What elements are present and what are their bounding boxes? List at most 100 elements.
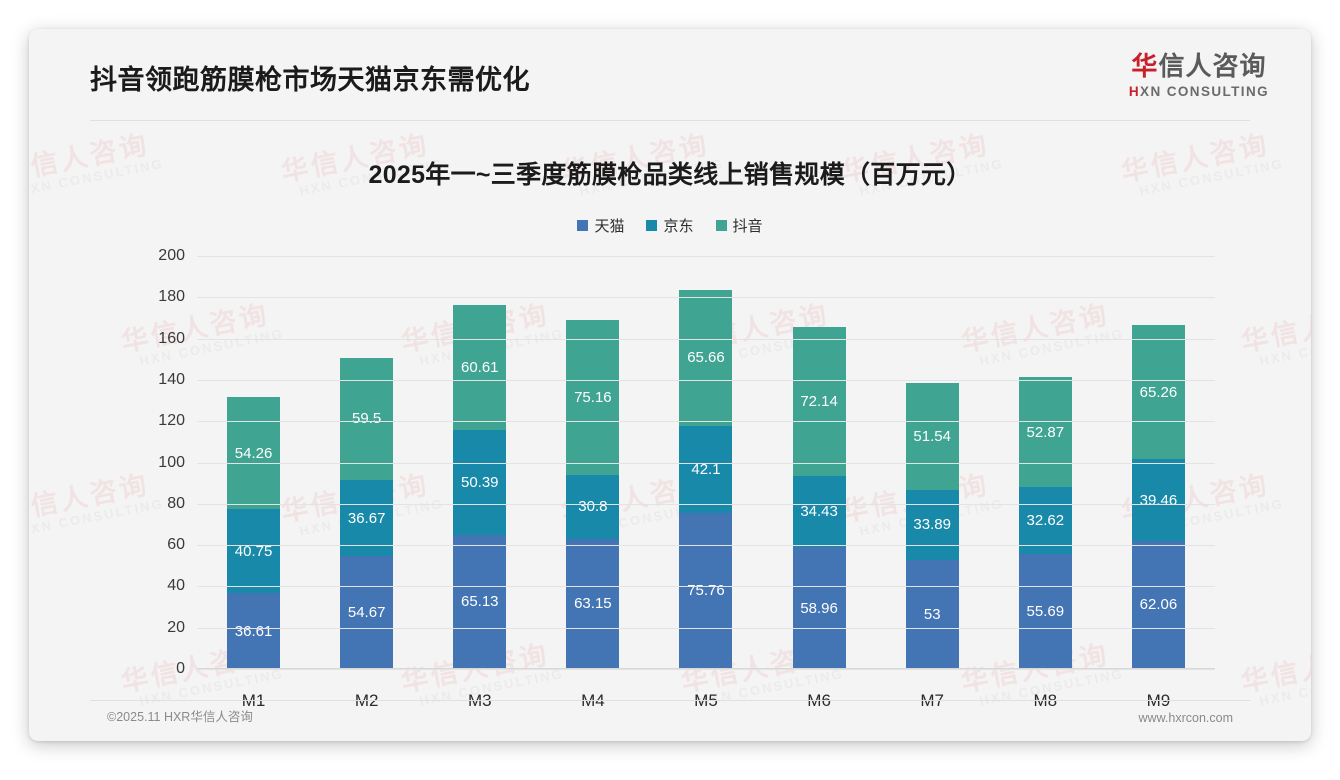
x-axis-tick-label: M9 (1146, 691, 1171, 710)
bar-segment-抖音[interactable]: 72.14 (792, 327, 846, 477)
bar-value-label: 62.06 (1139, 596, 1178, 614)
bar-value-label: 60.61 (460, 359, 499, 377)
bar-stack: 62.06 39.46 65.26 (1131, 324, 1185, 669)
footer-divider (90, 700, 1250, 701)
bar-group[interactable]: 63.15 30.8 75.16 M4 (536, 256, 649, 710)
chart-title: 2025年一~三季度筋膜枪品类线上销售规模（百万元） (368, 161, 972, 189)
y-gridline: 180 (158, 288, 1215, 305)
bar-segment-京东[interactable]: 39.46 (1131, 459, 1185, 541)
bar-value-label: 50.39 (460, 473, 499, 491)
bar-segment-天猫[interactable]: 36.61 (227, 593, 281, 669)
bar-stack: 55.69 32.62 52.87 (1018, 377, 1072, 669)
bar-segment-京东[interactable]: 50.39 (453, 430, 507, 535)
bar-segment-天猫[interactable]: 65.13 (453, 534, 507, 669)
bar-segment-天猫[interactable]: 55.69 (1018, 554, 1072, 669)
bar-stack: 36.61 40.75 54.26 (227, 397, 281, 669)
bar-value-label: 72.14 (800, 393, 838, 411)
legend-label: 京东 (663, 218, 694, 235)
y-axis-tick-label: 140 (158, 370, 185, 388)
bar-segment-抖音[interactable]: 60.61 (453, 305, 507, 431)
bar-value-label: 40.75 (234, 542, 273, 560)
bar-segment-天猫[interactable]: 63.15 (566, 538, 620, 669)
y-gridline: 100 (158, 454, 1215, 471)
bar-value-label: 65.13 (460, 593, 499, 611)
bar-group[interactable]: 53 33.89 51.54 M7 (876, 256, 989, 710)
slide-card: 华信人咨询 HXN CONSULTING 华信人咨询 HXN CONSULTING 华信… (29, 29, 1311, 741)
bar-groups-container: 36.61 40.75 54.26 M1 54.67 36.67 59.5 M2 65.13 50… (197, 256, 1215, 710)
bar-segment-京东[interactable]: 36.67 (340, 480, 394, 557)
legend-item-抖音[interactable]: 抖音 (715, 215, 763, 236)
bar-segment-京东[interactable]: 34.43 (792, 476, 846, 548)
bar-stack: 54.67 36.67 59.5 (340, 357, 394, 669)
bar-segment-天猫[interactable]: 75.76 (679, 512, 733, 669)
bar-segment-天猫[interactable]: 58.96 (792, 547, 846, 669)
bar-group[interactable]: 65.13 50.39 60.61 M3 (423, 256, 536, 710)
bar-segment-京东[interactable]: 30.8 (566, 475, 620, 539)
bar-segment-抖音[interactable]: 65.66 (679, 290, 733, 426)
y-axis-tick-label: 0 (176, 660, 185, 677)
bar-value-label: 30.8 (578, 498, 608, 516)
y-gridline: 40 (167, 577, 1215, 594)
bar-segment-抖音[interactable]: 65.26 (1131, 324, 1185, 460)
bar-value-label: 54.67 (347, 604, 386, 622)
footer-website: www.hxrcon.com (1138, 711, 1233, 725)
bar-segment-抖音[interactable]: 54.26 (227, 397, 281, 510)
bar-segment-京东[interactable]: 42.1 (679, 425, 733, 513)
y-gridline: 120 (158, 412, 1215, 429)
y-axis-tick-label: 200 (158, 247, 185, 264)
bar-group[interactable]: 58.96 34.43 72.14 M6 (763, 256, 876, 710)
x-axis-tick-label: M3 (467, 691, 492, 710)
legend-item-京东[interactable]: 京东 (646, 215, 694, 236)
bar-segment-天猫[interactable]: 53 (905, 559, 959, 669)
bar-segment-抖音[interactable]: 75.16 (566, 319, 620, 476)
y-axis-tick-label: 20 (167, 618, 185, 636)
x-axis-baseline (197, 668, 1215, 669)
bar-stack: 53 33.89 51.54 (905, 383, 959, 669)
y-gridline: 140 (158, 371, 1215, 388)
bar-segment-天猫[interactable]: 62.06 (1131, 540, 1185, 669)
bar-value-label: 55.69 (1026, 603, 1065, 620)
bar-value-label: 34.43 (800, 503, 838, 521)
y-gridline: 20 (167, 619, 1215, 636)
y-gridline: 80 (167, 495, 1215, 512)
bar-value-label: 65.66 (687, 349, 725, 367)
logo-chinese: 华信人咨询 (1129, 51, 1269, 82)
bar-group[interactable]: 36.61 40.75 54.26 M1 (197, 256, 310, 710)
bar-value-label: 75.16 (574, 388, 612, 406)
bar-value-label: 32.62 (1026, 511, 1065, 529)
x-axis-tick-label: M7 (920, 691, 945, 710)
bar-value-label: 36.61 (234, 622, 273, 640)
x-axis-tick-label: M8 (1033, 691, 1058, 710)
bar-group[interactable]: 54.67 36.67 59.5 M2 (310, 256, 423, 710)
legend-swatch-icon (577, 220, 589, 231)
footer-copyright: ©2025.11 HXR华信人咨询 (107, 710, 253, 724)
bar-value-label: 59.5 (352, 410, 382, 428)
bar-segment-天猫[interactable]: 54.67 (340, 556, 394, 669)
logo-english-rest: XN CONSULTING (1140, 83, 1269, 99)
bar-segment-抖音[interactable]: 51.54 (905, 383, 959, 490)
bar-segment-京东[interactable]: 40.75 (227, 509, 281, 594)
bar-segment-京东[interactable]: 32.62 (1018, 486, 1072, 555)
bar-segment-抖音[interactable]: 52.87 (1018, 377, 1072, 487)
company-logo: 华信人咨询 HXN CONSULTING (1129, 51, 1269, 100)
chart-plot-area: 36.61 40.75 54.26 M1 54.67 36.67 59.5 M2 65.13 50… (158, 247, 1215, 710)
y-gridline: 200 (158, 247, 1215, 264)
bar-stack: 58.96 34.43 72.14 (792, 327, 846, 669)
bar-segment-抖音[interactable]: 59.5 (340, 357, 394, 481)
y-axis-tick-label: 40 (167, 577, 185, 595)
bar-value-label: 51.54 (913, 427, 951, 445)
legend-item-天猫[interactable]: 天猫 (577, 215, 624, 236)
page-title: 抖音领跑筋膜枪市场天猫京东需优化 (90, 65, 530, 95)
y-axis-tick-label: 100 (158, 453, 185, 471)
bar-value-label: 54.26 (234, 444, 273, 462)
bar-segment-京东[interactable]: 33.89 (905, 489, 959, 560)
bar-group[interactable]: 75.76 42.1 65.66 M5 (649, 256, 762, 710)
bar-value-label: 33.89 (913, 516, 951, 534)
bar-group[interactable]: 55.69 32.62 52.87 M8 (989, 256, 1102, 710)
y-axis-tick-label: 60 (167, 536, 185, 554)
bar-value-label: 36.67 (347, 509, 386, 527)
legend-label: 天猫 (594, 218, 625, 235)
slide-header: 抖音领跑筋膜枪市场天猫京东需优化 华信人咨询 HXN CONSULTING (29, 29, 1311, 121)
bar-group[interactable]: 62.06 39.46 65.26 M9 (1102, 256, 1215, 710)
x-axis-tick-label: M4 (581, 691, 605, 710)
